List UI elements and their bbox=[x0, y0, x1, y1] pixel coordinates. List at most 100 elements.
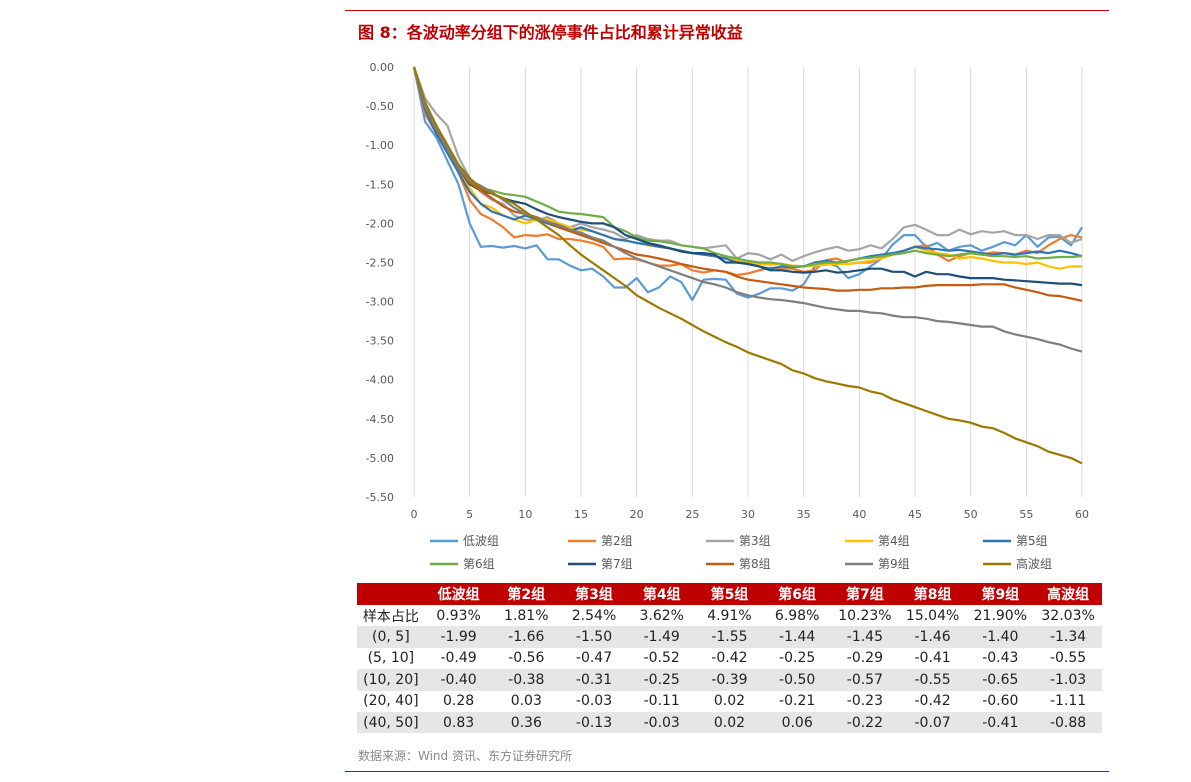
table-cell: 21.90% bbox=[973, 607, 1028, 624]
bottom-rule bbox=[345, 771, 1109, 772]
table-cell: -1.44 bbox=[763, 626, 832, 648]
table-cell: -0.47 bbox=[575, 650, 613, 667]
y-tick-label: -5.00 bbox=[366, 452, 394, 465]
legend-label: 第5组 bbox=[1016, 534, 1048, 548]
table-cell: -0.25 bbox=[779, 650, 816, 667]
table-cell: -0.42 bbox=[711, 650, 748, 667]
table-cell: 0.02 bbox=[695, 711, 764, 734]
table-row-label: (5, 10] bbox=[367, 650, 415, 667]
table-cell: -0.41 bbox=[966, 711, 1035, 734]
table-cell: 1.81% bbox=[504, 607, 549, 624]
x-tick-label: 50 bbox=[964, 508, 978, 521]
x-axis-ticks: 0 5 10 15 20 25 30 35 40 45 50 55 60 bbox=[411, 508, 1090, 521]
table-cell: -0.42 bbox=[914, 693, 951, 710]
table-col-header: 第6组 bbox=[763, 583, 832, 605]
table-corner bbox=[357, 583, 425, 605]
y-tick-label: -1.50 bbox=[366, 178, 394, 191]
series-line-7 bbox=[412, 66, 1083, 287]
y-tick-label: -2.50 bbox=[366, 256, 394, 269]
table-row: (10, 20] -0.40 -0.38 -0.31 -0.25 -0.39 -0.50 -0… bbox=[357, 669, 1102, 691]
source-note: 数据来源：Wind 资讯、东方证券研究所 bbox=[358, 749, 572, 763]
table-col-header: 低波组 bbox=[424, 583, 493, 605]
table-cell: -0.50 bbox=[763, 669, 832, 691]
legend-label: 第2组 bbox=[601, 534, 633, 548]
table-header-row: 低波组 第2组 第3组 第4组 第5组 第6组 第7组 第8组 第9组 高波组 bbox=[357, 583, 1102, 605]
table-col-header: 第4组 bbox=[627, 583, 696, 605]
x-tick-label: 55 bbox=[1019, 508, 1033, 521]
table-cell: 0.36 bbox=[492, 711, 561, 734]
table-cell: -0.39 bbox=[695, 669, 764, 691]
table-col-header: 第8组 bbox=[898, 583, 967, 605]
series-line-10 bbox=[412, 66, 1083, 465]
legend-label: 低波组 bbox=[463, 534, 499, 548]
legend-label: 第7组 bbox=[601, 557, 633, 571]
x-tick-label: 0 bbox=[411, 508, 418, 521]
table-col-header: 第7组 bbox=[831, 583, 899, 605]
table-cell: -1.49 bbox=[627, 626, 696, 648]
table-cell: 0.83 bbox=[424, 711, 493, 734]
figure-title: 图 8：各波动率分组下的涨停事件占比和累计异常收益 bbox=[358, 23, 743, 42]
legend-label: 高波组 bbox=[1016, 556, 1052, 571]
table-cell: -1.66 bbox=[492, 626, 561, 648]
table-row-label: (0, 5] bbox=[357, 626, 425, 648]
table-col-header: 第3组 bbox=[560, 583, 628, 605]
table-cell: 4.91% bbox=[707, 607, 752, 624]
line-chart: 0.00 -0.50 -1.00 -1.50 -2.00 -2.50 -3.00 -3.50 -… bbox=[366, 61, 1090, 571]
table-cell: 0.28 bbox=[442, 693, 475, 710]
table-cell: -1.50 bbox=[560, 626, 628, 648]
x-tick-label: 10 bbox=[518, 508, 532, 521]
table-col-header: 第9组 bbox=[966, 583, 1035, 605]
chart-grid bbox=[413, 67, 1083, 497]
x-tick-label: 25 bbox=[685, 508, 699, 521]
table-col-header: 第5组 bbox=[695, 583, 764, 605]
table-cell: -0.55 bbox=[898, 669, 967, 691]
y-tick-label: -0.50 bbox=[366, 100, 394, 113]
series-line-4 bbox=[412, 66, 1082, 270]
table-cell: -0.03 bbox=[575, 693, 613, 710]
table-cell: -0.65 bbox=[966, 669, 1035, 691]
table-col-header: 第2组 bbox=[492, 583, 561, 605]
table-cell: -1.34 bbox=[1034, 626, 1102, 648]
table-row: (40, 50] 0.83 0.36 -0.13 -0.03 0.02 0.06 -0.22-… bbox=[357, 711, 1102, 734]
y-tick-label: -5.50 bbox=[366, 491, 394, 504]
y-tick-label: 0.00 bbox=[370, 61, 395, 74]
legend-label: 第8组 bbox=[739, 557, 771, 571]
table-cell: -0.57 bbox=[831, 669, 899, 691]
table-cell: 2.54% bbox=[571, 607, 617, 624]
table-cell: -0.49 bbox=[440, 650, 477, 667]
table-cell: -0.56 bbox=[508, 650, 545, 667]
legend-label: 第4组 bbox=[878, 534, 910, 548]
table-row: 样本占比 0.93% 1.81% 2.54% 3.62% 4.91% 6.98% 10.23%… bbox=[357, 605, 1102, 626]
x-tick-label: 35 bbox=[797, 508, 811, 521]
y-tick-label: -4.00 bbox=[366, 374, 394, 387]
chart-series bbox=[412, 66, 1083, 465]
x-tick-label: 45 bbox=[908, 508, 922, 521]
table-cell: 6.98% bbox=[774, 607, 820, 624]
x-tick-label: 40 bbox=[852, 508, 866, 521]
x-tick-label: 60 bbox=[1075, 508, 1089, 521]
y-tick-label: -3.00 bbox=[366, 296, 394, 309]
table-cell: 0.03 bbox=[510, 693, 542, 710]
table-cell: -0.55 bbox=[1049, 650, 1087, 667]
y-tick-label: -3.50 bbox=[366, 335, 394, 348]
table-cell: 0.93% bbox=[436, 607, 481, 624]
table-cell: -0.60 bbox=[982, 693, 1019, 710]
table-cell: 0.06 bbox=[763, 711, 832, 734]
y-tick-label: -1.00 bbox=[366, 139, 394, 152]
table-cell: -0.88 bbox=[1034, 711, 1102, 734]
x-tick-label: 5 bbox=[466, 508, 473, 521]
table-cell: -1.99 bbox=[424, 626, 493, 648]
series-line-3 bbox=[412, 66, 1083, 262]
table-body: 样本占比 0.93% 1.81% 2.54% 3.62% 4.91% 6.98% 10.23%… bbox=[357, 605, 1102, 734]
table-cell: -0.13 bbox=[560, 711, 628, 734]
y-tick-label: -4.50 bbox=[366, 413, 394, 426]
table-cell: -0.29 bbox=[846, 650, 883, 667]
x-tick-label: 30 bbox=[741, 508, 755, 521]
table-col-header: 高波组 bbox=[1034, 583, 1102, 605]
table-cell: 0.02 bbox=[713, 693, 746, 710]
table-cell: -0.21 bbox=[779, 693, 816, 710]
table-cell: -0.41 bbox=[914, 650, 951, 667]
table-cell: -0.52 bbox=[643, 650, 680, 667]
legend-label: 第6组 bbox=[463, 557, 495, 571]
series-line-1 bbox=[412, 66, 1083, 302]
